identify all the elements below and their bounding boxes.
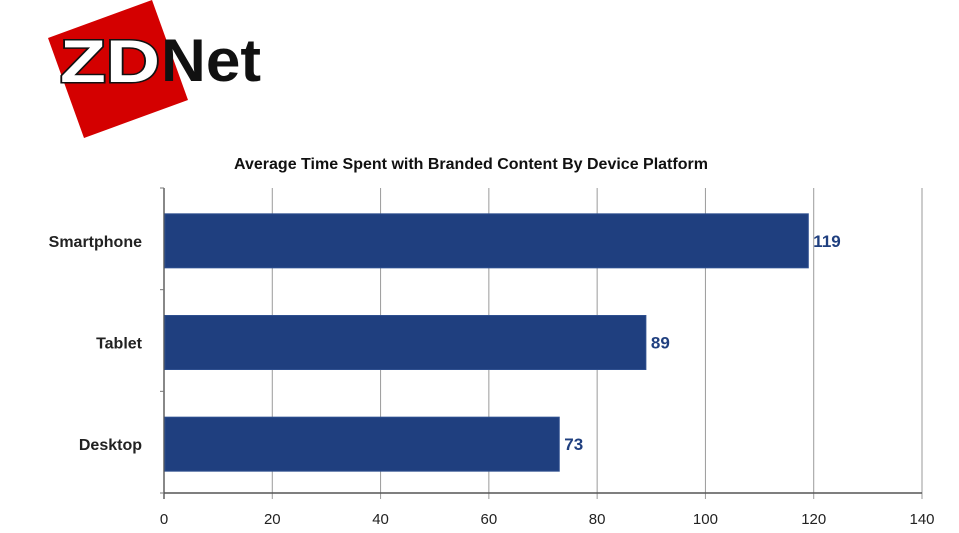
x-tick-label: 140 [909,511,934,528]
zdnet-logo: ZD Net [0,0,290,145]
logo-zd-text: ZD [60,28,160,95]
x-tick-label: 60 [481,511,498,528]
bar-smartphone [164,213,809,269]
x-tick-label: 100 [693,511,718,528]
chart-title: Average Time Spent with Branded Content … [234,156,708,173]
category-label: Smartphone [49,234,142,251]
category-label: Desktop [79,437,142,454]
x-tick-label: 80 [589,511,606,528]
x-tick-label: 120 [801,511,826,528]
bar-chart: Average Time Spent with Branded Content … [0,140,959,533]
bar-tablet [164,315,647,370]
category-label: Tablet [96,336,143,353]
data-label: 119 [813,232,840,251]
x-tick-label: 0 [160,511,168,528]
x-tick-label: 40 [372,511,389,528]
data-label: 89 [651,334,670,353]
x-tick-label: 20 [264,511,281,528]
logo-net-text: Net [161,27,261,94]
logo-red-square [48,0,188,138]
data-label: 73 [564,435,583,454]
bar-desktop [164,416,560,472]
